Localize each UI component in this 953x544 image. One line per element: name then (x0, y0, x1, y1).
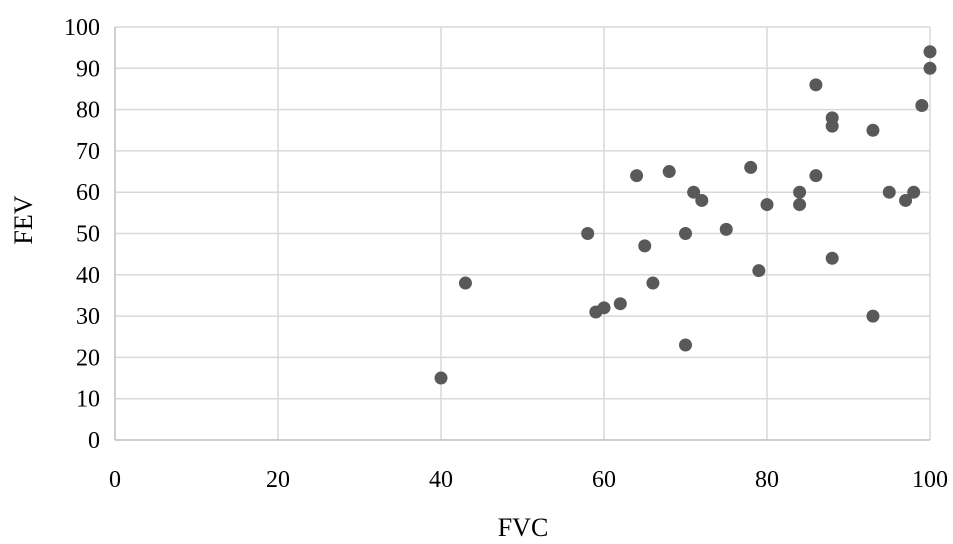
data-point (915, 98, 929, 112)
x-tick-label: 0 (109, 467, 121, 493)
data-point (793, 198, 807, 212)
data-point (458, 276, 472, 290)
axes (114, 27, 930, 441)
y-tick-label: 50 (76, 222, 100, 248)
y-tick-label: 60 (76, 180, 100, 206)
data-point (825, 119, 839, 133)
data-point (825, 251, 839, 265)
y-tick-label: 30 (76, 304, 100, 330)
data-point (760, 198, 774, 212)
data-point (882, 185, 896, 199)
data-point (662, 165, 676, 179)
grid-lines (115, 26, 931, 440)
y-tick-label: 40 (76, 263, 100, 289)
data-point (866, 309, 880, 323)
y-tick-label: 100 (64, 15, 100, 41)
data-point (744, 160, 758, 174)
data-point (679, 338, 692, 352)
data-point (638, 239, 652, 253)
data-point (434, 371, 448, 385)
data-point (719, 222, 733, 236)
x-tick-label: 40 (429, 467, 453, 493)
x-tick-label: 80 (755, 467, 779, 493)
data-point (793, 185, 807, 199)
data-point (866, 123, 880, 137)
data-point (646, 276, 660, 290)
data-point (613, 297, 627, 311)
y-tick-label: 80 (76, 98, 100, 124)
y-tick-label: 90 (76, 56, 100, 82)
data-point (581, 227, 595, 240)
data-points (434, 45, 937, 385)
data-point (809, 169, 823, 183)
x-tick-labels: 0 20 40 60 80 100 (109, 467, 948, 493)
data-point (630, 169, 644, 183)
x-tick-label: 60 (592, 467, 616, 493)
data-point (923, 61, 937, 75)
y-tick-label: 10 (76, 387, 100, 413)
x-tick-label: 20 (266, 467, 290, 493)
y-tick-label: 0 (88, 428, 100, 454)
data-point (687, 185, 701, 199)
data-point (597, 301, 611, 315)
data-point (809, 78, 823, 92)
x-tick-label: 100 (912, 467, 948, 493)
data-point (907, 185, 921, 199)
data-point (923, 45, 937, 59)
x-axis-title: FVC (498, 513, 549, 542)
y-tick-label: 20 (76, 345, 100, 371)
data-point (752, 264, 766, 278)
data-point (899, 193, 913, 207)
data-point (695, 193, 709, 207)
y-tick-labels: 0 10 20 30 40 50 60 70 80 90 100 (64, 15, 100, 454)
data-point (679, 227, 692, 240)
y-tick-label: 70 (76, 139, 100, 165)
y-axis-title: FEV (9, 195, 38, 244)
